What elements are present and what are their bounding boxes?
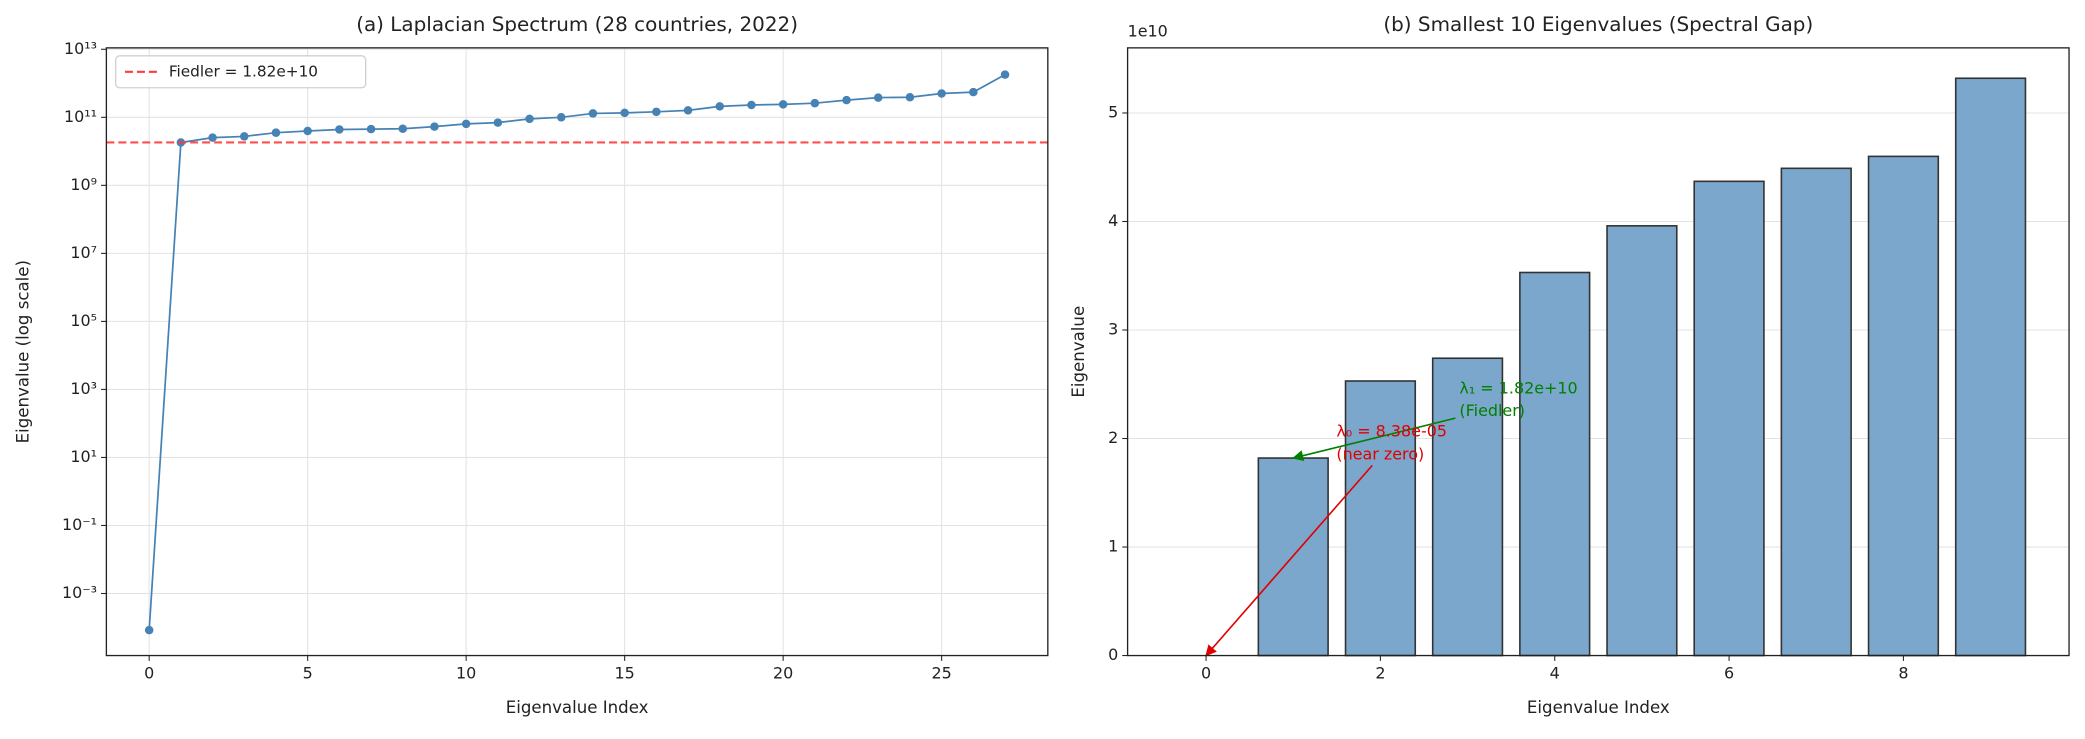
y-tick-label: 10⁻¹ <box>62 515 97 534</box>
legend-label: Fiedler = 1.82e+10 <box>169 62 318 80</box>
x-axis-label: Eigenvalue Index <box>506 698 649 717</box>
x-tick-label: 2 <box>1375 664 1385 683</box>
axes-frame <box>1126 47 2070 657</box>
y-tick-label: 10⁵ <box>70 311 97 330</box>
y-tick-label: 10³ <box>70 379 97 398</box>
annotation: λ₀ = 8.38e-05 <box>1336 422 1447 441</box>
annotation: (near zero) <box>1336 444 1424 463</box>
bar <box>1780 167 1852 657</box>
bar <box>1431 357 1504 657</box>
point <box>747 100 756 110</box>
annotation: (Fiedler) <box>1459 401 1525 420</box>
y-axis-label: Eigenvalue (log scale) <box>13 260 32 443</box>
x-tick-label: 20 <box>773 664 793 683</box>
point <box>620 108 629 118</box>
x-tick-label: 0 <box>144 664 154 683</box>
point <box>778 100 788 109</box>
point <box>1000 70 1010 79</box>
point <box>842 95 851 105</box>
series-line <box>148 73 1006 631</box>
point <box>461 119 471 129</box>
y-tick-label: 10¹ <box>70 447 97 466</box>
x-tick-label: 5 <box>303 664 313 683</box>
point <box>430 122 439 131</box>
bar <box>1519 271 1591 657</box>
y-tick-label: 1 <box>1108 537 1118 556</box>
point <box>810 98 820 108</box>
subplot: 0 1 2 3 4 5 0 2 4 6 8 (b) Smallest 10 Eigenvalues (… <box>1069 12 2070 717</box>
point <box>652 107 661 117</box>
y-tick-label: 10⁻³ <box>62 583 97 602</box>
y-tick-label: 4 <box>1108 211 1118 230</box>
y-offset-label: 1e10 <box>1128 21 1168 40</box>
y-tick-label: 10⁷ <box>70 243 97 262</box>
point <box>683 106 693 115</box>
y-tick-label: 0 <box>1108 645 1118 664</box>
bar <box>1867 155 1940 657</box>
legend-box <box>115 55 367 89</box>
y-tick-label: 3 <box>1108 320 1118 339</box>
y-tick-label: 2 <box>1108 428 1118 447</box>
subplot-title: (b) Smallest 10 Eigenvalues (Spectral Ga… <box>1383 12 1813 36</box>
y-tick-label: 5 <box>1108 102 1118 121</box>
x-tick-label: 0 <box>1201 664 1211 683</box>
subplot-title: (a) Laplacian Spectrum (28 countries, 20… <box>356 12 798 36</box>
point <box>493 118 503 127</box>
annotation-arrow <box>1205 464 1373 657</box>
bar <box>1693 180 1765 657</box>
annotation: λ₁ = 1.82e+10 <box>1459 378 1577 397</box>
point <box>208 133 217 142</box>
point <box>873 93 883 102</box>
point <box>240 132 249 141</box>
annotation-arrow <box>1292 417 1456 462</box>
point <box>937 89 946 98</box>
point <box>398 124 408 134</box>
point <box>525 114 534 124</box>
point <box>335 125 344 134</box>
y-tick-label: 10⁹ <box>70 175 97 194</box>
x-tick-label: 15 <box>615 664 635 683</box>
point <box>715 102 724 111</box>
x-tick-label: 4 <box>1550 664 1560 683</box>
point <box>556 113 566 122</box>
bar <box>1344 380 1417 657</box>
y-tick-label: 10¹¹ <box>64 107 97 126</box>
point <box>271 128 281 137</box>
x-tick-label: 25 <box>931 664 951 683</box>
point <box>144 625 154 635</box>
axes-frame <box>105 47 1049 657</box>
subplot: 10⁻³ 10⁻¹ 10¹ 10³ 10⁵ 10⁷ 10⁹ 10¹¹ 10¹³ 0 5 10 15 20 2… <box>13 12 1049 717</box>
bar <box>1954 77 2027 657</box>
point <box>969 87 978 97</box>
bar <box>1606 225 1678 657</box>
point <box>303 126 312 136</box>
point <box>588 109 598 118</box>
x-tick-label: 8 <box>1898 664 1908 683</box>
point <box>905 92 915 102</box>
point <box>366 124 376 134</box>
x-tick-label: 6 <box>1724 664 1734 683</box>
y-tick-label: 10¹³ <box>64 39 97 58</box>
y-axis-label: Eigenvalue <box>1069 306 1088 398</box>
x-axis-label: Eigenvalue Index <box>1527 698 1670 717</box>
x-tick-label: 10 <box>456 664 476 683</box>
